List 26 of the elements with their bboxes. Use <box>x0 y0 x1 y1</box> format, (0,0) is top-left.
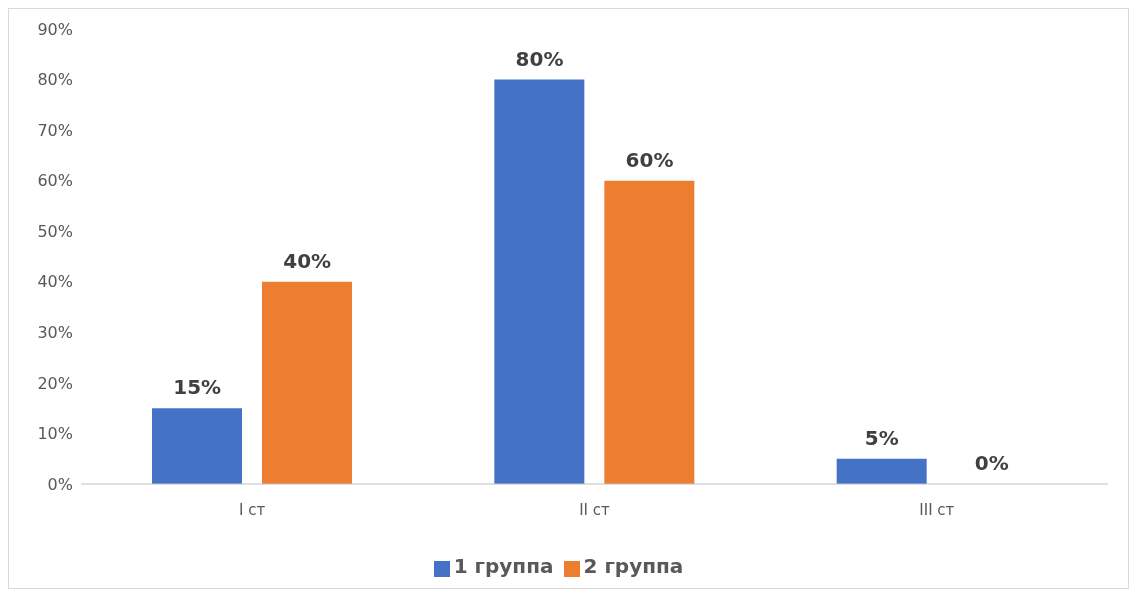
bar <box>494 79 585 484</box>
text: 80% <box>515 46 564 71</box>
legend-label: 2 группа <box>583 554 684 578</box>
text: 60% <box>625 147 674 172</box>
y-tick-label: 60% <box>37 171 73 191</box>
text: 40% <box>283 248 332 273</box>
y-tick-label: 10% <box>37 424 73 444</box>
y-tick-label: 90% <box>37 19 73 39</box>
y-tick-label: 30% <box>37 323 73 343</box>
bar <box>604 180 695 484</box>
x-tick-label: I ст <box>239 500 266 519</box>
bar <box>152 408 242 484</box>
y-tick-label: 40% <box>37 272 73 292</box>
y-tick-label: 50% <box>37 221 73 241</box>
text: 5% <box>864 425 899 450</box>
bar <box>262 281 352 484</box>
text: 0% <box>974 451 1009 475</box>
y-tick-label: 80% <box>37 70 73 90</box>
x-tick-label: II ст <box>579 500 611 519</box>
legend-label: 1 группа <box>453 554 554 578</box>
text: 15% <box>173 375 222 400</box>
x-tick-label: III ст <box>919 500 955 519</box>
y-tick-label: 20% <box>37 373 73 393</box>
y-tick-label: 70% <box>37 120 73 140</box>
bar <box>836 458 927 484</box>
y-tick-label: 0% <box>47 474 73 494</box>
